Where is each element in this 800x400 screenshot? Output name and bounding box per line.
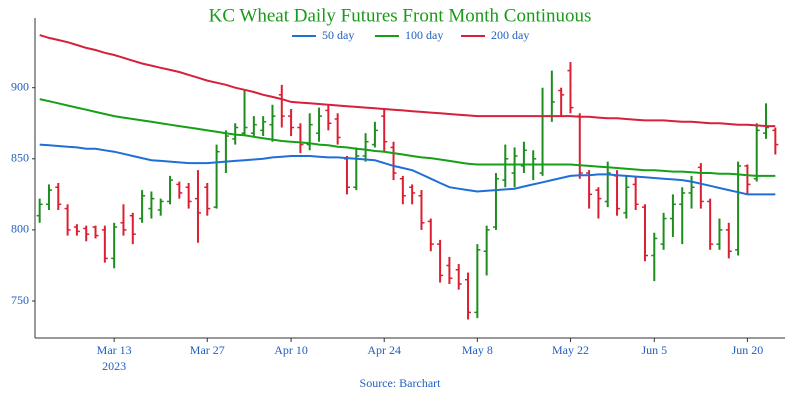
y-tick-label: 900 [11, 79, 29, 93]
x-year-label: 2023 [102, 359, 126, 373]
x-tick-label: Mar 27 [190, 343, 225, 357]
y-tick-label: 800 [11, 222, 29, 236]
y-tick-label: 750 [11, 293, 29, 307]
x-tick-label: Jun 20 [732, 343, 764, 357]
x-tick-label: May 8 [462, 343, 493, 357]
legend-label: 100 day [405, 28, 443, 42]
moving-average-line [39, 34, 776, 128]
x-tick-label: Apr 10 [274, 343, 308, 357]
x-tick-label: Mar 13 [97, 343, 132, 357]
x-tick-label: Jun 5 [641, 343, 667, 357]
y-tick-label: 850 [11, 151, 29, 165]
chart-title: KC Wheat Daily Futures Front Month Conti… [209, 5, 592, 26]
moving-average-line [39, 143, 776, 196]
legend-label: 50 day [322, 28, 354, 42]
legend-label: 200 day [491, 28, 529, 42]
x-tick-label: May 22 [552, 343, 589, 357]
source-note: Source: Barchart [360, 376, 442, 390]
moving-average-line [39, 98, 776, 177]
x-tick-label: Apr 24 [367, 343, 401, 357]
